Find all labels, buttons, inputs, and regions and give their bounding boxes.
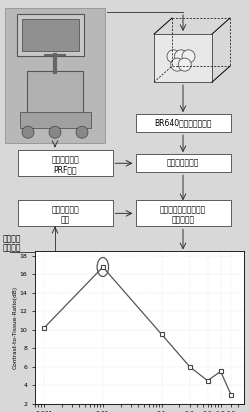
Text: 高速数据采集卡: 高速数据采集卡 — [167, 159, 199, 168]
Circle shape — [167, 50, 180, 63]
FancyBboxPatch shape — [135, 154, 231, 172]
Text: 同步触发模块: 同步触发模块 — [51, 155, 79, 164]
Polygon shape — [154, 34, 212, 82]
Text: 输入: 输入 — [60, 215, 70, 225]
FancyBboxPatch shape — [135, 114, 231, 132]
FancyBboxPatch shape — [5, 8, 105, 143]
Circle shape — [22, 126, 34, 138]
Text: 组织弹性参数: 组织弹性参数 — [51, 205, 79, 214]
FancyBboxPatch shape — [22, 19, 79, 51]
Text: 冲逆转成像: 冲逆转成像 — [172, 215, 194, 225]
Circle shape — [178, 58, 191, 71]
FancyBboxPatch shape — [27, 71, 83, 113]
Circle shape — [182, 50, 195, 63]
FancyBboxPatch shape — [17, 14, 84, 56]
Circle shape — [76, 126, 88, 138]
Y-axis label: Contrast-to-Tissue-Ratio(dB): Contrast-to-Tissue-Ratio(dB) — [13, 286, 18, 369]
Text: 平均组织: 平均组织 — [3, 234, 21, 243]
Text: 弹性参数: 弹性参数 — [3, 243, 21, 252]
FancyBboxPatch shape — [17, 200, 113, 226]
FancyBboxPatch shape — [135, 200, 231, 226]
Text: BR640宽带增益接收器: BR640宽带增益接收器 — [154, 119, 212, 128]
FancyBboxPatch shape — [19, 112, 90, 128]
FancyBboxPatch shape — [17, 150, 113, 176]
Text: 基于微泡子波变换的脉: 基于微泡子波变换的脉 — [160, 205, 206, 214]
Text: PRF设置: PRF设置 — [53, 166, 77, 175]
Circle shape — [49, 126, 61, 138]
Circle shape — [171, 58, 184, 71]
Circle shape — [175, 50, 187, 63]
